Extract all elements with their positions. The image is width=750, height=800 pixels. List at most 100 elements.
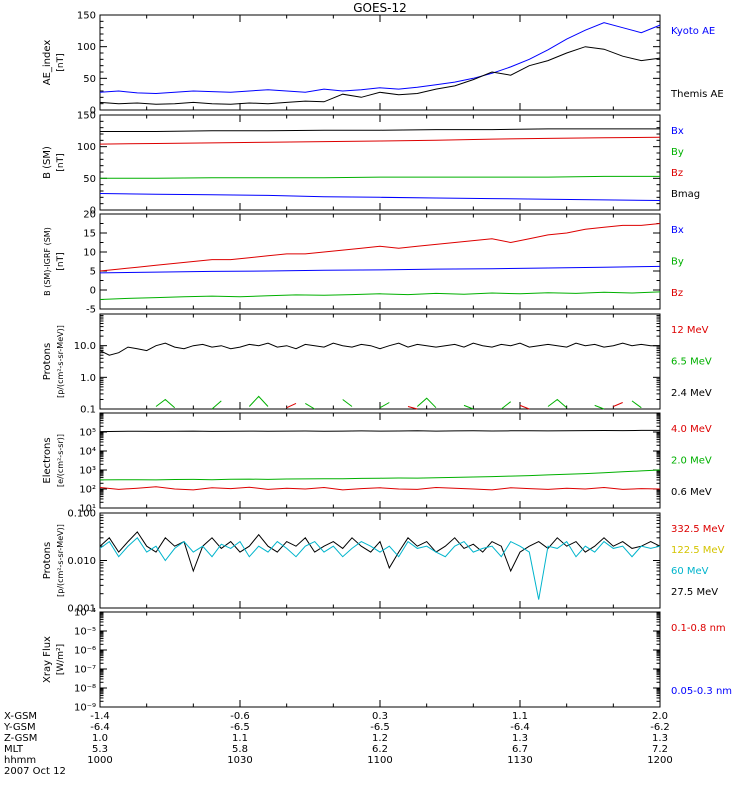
series-kyoto-ae — [99, 22, 661, 95]
axis-row-label-y-gsm: Y-GSM — [3, 722, 36, 733]
y-tick-label: 0.001 — [67, 604, 96, 615]
series-27.5-mev — [99, 531, 661, 573]
axis-row-value: 1130 — [507, 755, 532, 766]
panel-frame — [99, 512, 661, 609]
y-tick-label: 15 — [83, 229, 96, 240]
y-tick-label: 10⁻⁷ — [74, 665, 96, 676]
legend-60-mev: 60 MeV — [671, 566, 709, 577]
axis-row-value: 1.0 — [92, 733, 108, 744]
panel-b-sm: 0 50 100 150 Bx By Bz Bmag B (SM) [nT] — [42, 111, 700, 217]
axis-row-label-mlt: MLT — [4, 744, 24, 755]
legend-122.5-mev: 122.5 MeV — [671, 545, 725, 556]
legend-0.6-mev: 0.6 MeV — [671, 487, 712, 498]
y-tick-label: 5 — [90, 267, 96, 278]
series-60-mev — [99, 537, 661, 600]
date-label: 2007 Oct 12 — [4, 766, 66, 777]
y-tick-label: -5 — [86, 305, 96, 316]
axis-row-label-hhmm: hhmm — [4, 755, 36, 766]
axis-row-value: 1.2 — [372, 733, 388, 744]
panel-xray-flux: 10⁻⁹ 10⁻⁸ 10⁻⁷ 10⁻⁶ 10⁻⁵ 10⁻⁴ 0.1-0.8 nm 0.05-0… — [42, 608, 732, 714]
y-tick-label: 10⁴ — [79, 447, 96, 458]
series-bx — [99, 265, 661, 274]
y-axis-title: Electrons — [42, 437, 53, 483]
series-bmag — [100, 128, 660, 132]
y-tick-label: 10.0 — [74, 341, 96, 352]
axis-row-value: -6.4 — [90, 722, 110, 733]
y-axis-units: [p/(cm²-s-sr-MeV)] — [56, 524, 65, 597]
legend-by: By — [671, 147, 684, 158]
axis-row-value: -0.6 — [230, 711, 250, 722]
y-axis-title: Protons — [42, 343, 53, 380]
axis-row-value: 1.3 — [512, 733, 528, 744]
series-12-mev — [286, 402, 623, 410]
legend-kyoto-ae: Kyoto AE — [671, 26, 715, 37]
series-6.5-mev — [155, 395, 642, 410]
y-tick-label: 20 — [83, 210, 96, 221]
panel-electrons: 10¹ 10² 10³ 10⁴ 10⁵ 4.0 MeV 2.0 MeV 0.6 MeV Elec… — [42, 412, 712, 515]
series-2.4-mev — [99, 342, 660, 356]
series-by — [99, 291, 661, 300]
y-axis-units: [W/m²] — [56, 644, 66, 675]
y-tick-label: 0 — [90, 286, 96, 297]
y-tick-label: 0.010 — [67, 556, 96, 567]
y-axis-units: [nT] — [56, 153, 66, 171]
y-tick-label: 10³ — [79, 466, 96, 477]
axis-row-value: -6.4 — [510, 722, 530, 733]
series-bz — [99, 223, 661, 272]
y-tick-label: 10⁻⁴ — [74, 608, 96, 619]
axis-row-value: 1200 — [647, 755, 672, 766]
legend-bx: Bx — [671, 126, 684, 137]
panel-protons-high-energy: 0.001 0.010 0.100 332.5 MeV 122.5 MeV 60 MeV 2… — [42, 509, 725, 615]
y-tick-label: 10¹ — [79, 504, 96, 515]
axis-row-value: 5.3 — [92, 744, 108, 755]
y-axis-title: B (SM)-IGRF (SM) — [43, 227, 52, 296]
y-tick-label: 100 — [77, 42, 96, 53]
y-tick-label: 10 — [83, 248, 96, 259]
panel-ae-index: 0 50 100 150 Kyoto AE Themis AE AE_index [nT] — [42, 11, 724, 117]
y-axis-units: [p/(cm²-s-sr-MeV)] — [56, 325, 65, 398]
axis-row-value: -6.5 — [370, 722, 390, 733]
legend-themis-ae: Themis AE — [670, 89, 724, 100]
y-tick-label: 1.0 — [80, 373, 96, 384]
series-4.0-mev — [99, 486, 661, 491]
y-axis-units: [nT] — [56, 53, 66, 71]
series-themis-ae — [99, 46, 661, 105]
legend-bx: Bx — [671, 225, 684, 236]
axis-row-value: 1030 — [227, 755, 252, 766]
y-axis-title: B (SM) — [42, 146, 53, 179]
y-tick-label: 10² — [79, 485, 96, 496]
axis-row-value: 0.3 — [372, 711, 388, 722]
axis-row-label-z-gsm: Z-GSM — [4, 733, 37, 744]
y-tick-label: 100 — [77, 142, 96, 153]
axis-row-value: 6.7 — [512, 744, 528, 755]
y-tick-label: 10⁻⁵ — [74, 627, 96, 638]
panel-frame — [99, 213, 661, 310]
axis-row-value: 5.8 — [232, 744, 248, 755]
legend-332.5-mev: 332.5 MeV — [671, 524, 725, 535]
y-tick-label: 50 — [83, 174, 96, 185]
panel-frame — [99, 611, 661, 708]
axis-row-value: -1.4 — [90, 711, 110, 722]
legend-bmag: Bmag — [671, 189, 700, 200]
legend-4.0-mev: 4.0 MeV — [671, 424, 712, 435]
axis-row-value: 1.1 — [512, 711, 528, 722]
axis-row-value: 1.1 — [232, 733, 248, 744]
legend-12-mev: 12 MeV — [671, 325, 709, 336]
panel-frame — [99, 14, 661, 111]
series-bx — [99, 193, 661, 201]
panel-b-sm-igrf: -5 0 5 10 15 20 Bx By Bz B (SM)-IGRF (SM) [nT] — [43, 210, 684, 316]
series-bz — [99, 136, 661, 145]
y-tick-label: 0 — [90, 206, 96, 217]
legend-2.0-mev: 2.0 MeV — [671, 456, 712, 467]
axis-row-label-x-gsm: X-GSM — [4, 711, 37, 722]
axis-row-value: 1000 — [87, 755, 112, 766]
y-axis-units: [nT] — [56, 252, 66, 270]
y-tick-label: 0.1 — [80, 405, 96, 416]
y-tick-label: 150 — [77, 11, 96, 22]
y-tick-label: 10⁻⁶ — [74, 646, 96, 657]
y-axis-units: [e/(cm²-s-sr)] — [56, 434, 65, 487]
y-axis-title: Xray Flux — [42, 636, 53, 683]
axis-row-value: -6.5 — [230, 722, 250, 733]
